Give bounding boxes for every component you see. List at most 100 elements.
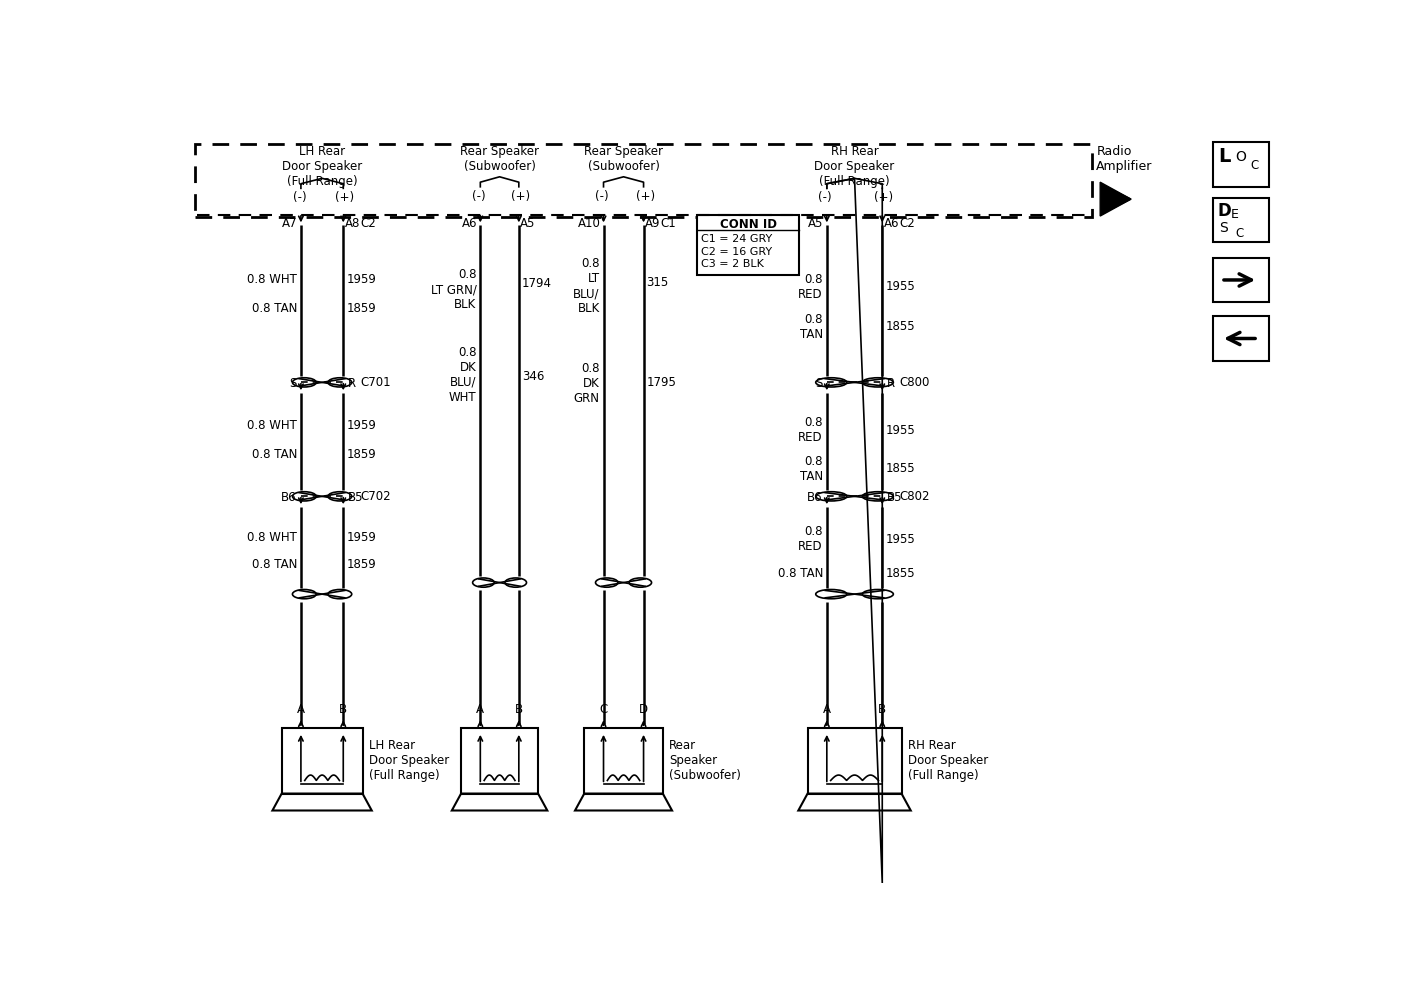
Bar [1213,316,1269,361]
Text: 0.8
LT GRN/
BLK: 0.8 LT GRN/ BLK [430,269,477,311]
Text: (-): (-) [819,191,832,204]
Text: C2: C2 [360,217,376,230]
Text: 0.8
RED: 0.8 RED [799,416,823,444]
Text: C1: C1 [661,217,676,230]
Text: C: C [1250,159,1259,172]
Text: 1795: 1795 [646,376,676,389]
Text: 1955: 1955 [886,424,916,436]
Text: R: R [347,377,356,391]
Text: A: A [476,702,484,716]
Text: Radio
Amplifier: Radio Amplifier [1096,145,1152,174]
Text: B5: B5 [347,491,363,504]
Text: A: A [823,702,830,716]
Text: (+): (+) [635,189,655,202]
Text: L: L [1218,147,1230,166]
Text: A6: A6 [884,217,900,230]
Text: 315: 315 [646,276,669,289]
Text: 1794: 1794 [523,278,553,291]
Text: 0.8 WHT: 0.8 WHT [248,273,298,286]
Polygon shape [1111,189,1131,209]
Text: B: B [514,702,523,716]
Bar [1213,197,1269,242]
Text: 1859: 1859 [346,558,376,571]
Text: D: D [639,702,648,716]
Text: E: E [1230,208,1239,221]
Text: 0.8
TAN: 0.8 TAN [800,312,823,341]
Text: 0.8
DK
GRN: 0.8 DK GRN [574,362,600,406]
Text: 0.8 TAN: 0.8 TAN [252,448,298,461]
Bar [1213,142,1269,186]
Text: 0.8 TAN: 0.8 TAN [252,302,298,315]
Text: B6: B6 [806,491,822,504]
Text: 1959: 1959 [346,531,376,544]
Text: (+): (+) [511,189,530,202]
Text: LH Rear
Door Speaker
(Full Range): LH Rear Door Speaker (Full Range) [282,145,362,188]
Text: 1855: 1855 [886,567,916,580]
Text: 1955: 1955 [886,281,916,294]
Text: D: D [1218,202,1230,220]
Text: B: B [879,702,886,716]
Text: C: C [1235,227,1243,240]
Text: 0.8 TAN: 0.8 TAN [252,558,298,571]
Text: Rear Speaker
(Subwoofer): Rear Speaker (Subwoofer) [584,145,664,174]
Text: C2 = 16 GRY: C2 = 16 GRY [701,247,772,257]
Text: C3 = 2 BLK: C3 = 2 BLK [701,259,765,269]
Text: B6: B6 [281,491,296,504]
Bar [461,728,538,794]
Text: (+): (+) [874,191,893,204]
Text: 0.8
DK
BLU/
WHT: 0.8 DK BLU/ WHT [449,345,477,404]
Text: LH Rear
Door Speaker
(Full Range): LH Rear Door Speaker (Full Range) [369,739,449,783]
Text: C800: C800 [899,376,930,389]
Text: C701: C701 [360,376,390,389]
Text: A5: A5 [520,217,535,230]
Text: S: S [1219,220,1229,235]
Text: 1955: 1955 [886,533,916,546]
Text: 0.8
LT
BLU/
BLK: 0.8 LT BLU/ BLK [574,257,600,315]
Text: R: R [887,377,896,391]
Bar [195,144,1092,217]
Text: 1855: 1855 [886,462,916,475]
Text: C2: C2 [899,217,916,230]
Text: C: C [600,702,608,716]
Text: 346: 346 [523,370,544,383]
Text: 0.8
RED: 0.8 RED [799,273,823,301]
Text: 0.8 TAN: 0.8 TAN [778,567,823,580]
Text: C802: C802 [899,490,930,503]
Text: 1959: 1959 [346,419,376,432]
Text: Rear Speaker
(Subwoofer): Rear Speaker (Subwoofer) [460,145,540,174]
Text: 1859: 1859 [346,448,376,461]
Text: (-): (-) [471,189,486,202]
Text: 0.8 WHT: 0.8 WHT [248,531,298,544]
Text: (+): (+) [335,191,355,204]
Text: A6: A6 [461,217,477,230]
Text: A7: A7 [282,217,298,230]
Text: (-): (-) [292,191,306,204]
Text: A10: A10 [578,217,601,230]
Text: 0.8
RED: 0.8 RED [799,525,823,554]
Text: B: B [339,702,347,716]
Text: 0.8 WHT: 0.8 WHT [248,419,298,432]
Text: RH Rear
Door Speaker
(Full Range): RH Rear Door Speaker (Full Range) [815,145,894,188]
Text: Rear
Speaker
(Subwoofer): Rear Speaker (Subwoofer) [669,739,740,783]
Bar [807,728,901,794]
Text: 0.8
TAN: 0.8 TAN [800,454,823,483]
Text: (-): (-) [595,189,609,202]
Bar [698,214,799,275]
Text: A8: A8 [345,217,360,230]
Text: S: S [289,377,296,391]
Text: 1855: 1855 [886,320,916,333]
Polygon shape [1101,183,1131,216]
Text: C702: C702 [360,490,390,503]
Bar [1213,258,1269,303]
Text: C1 = 24 GRY: C1 = 24 GRY [701,234,773,244]
Text: RH Rear
Door Speaker
(Full Range): RH Rear Door Speaker (Full Range) [907,739,988,783]
Text: 1859: 1859 [346,302,376,315]
Text: B5: B5 [887,491,903,504]
Text: A: A [298,702,305,716]
Text: A5: A5 [809,217,823,230]
Text: A9: A9 [645,217,661,230]
Text: O: O [1235,150,1246,164]
Text: 1959: 1959 [346,273,376,286]
Bar [584,728,662,794]
Text: CONN ID: CONN ID [719,217,776,230]
